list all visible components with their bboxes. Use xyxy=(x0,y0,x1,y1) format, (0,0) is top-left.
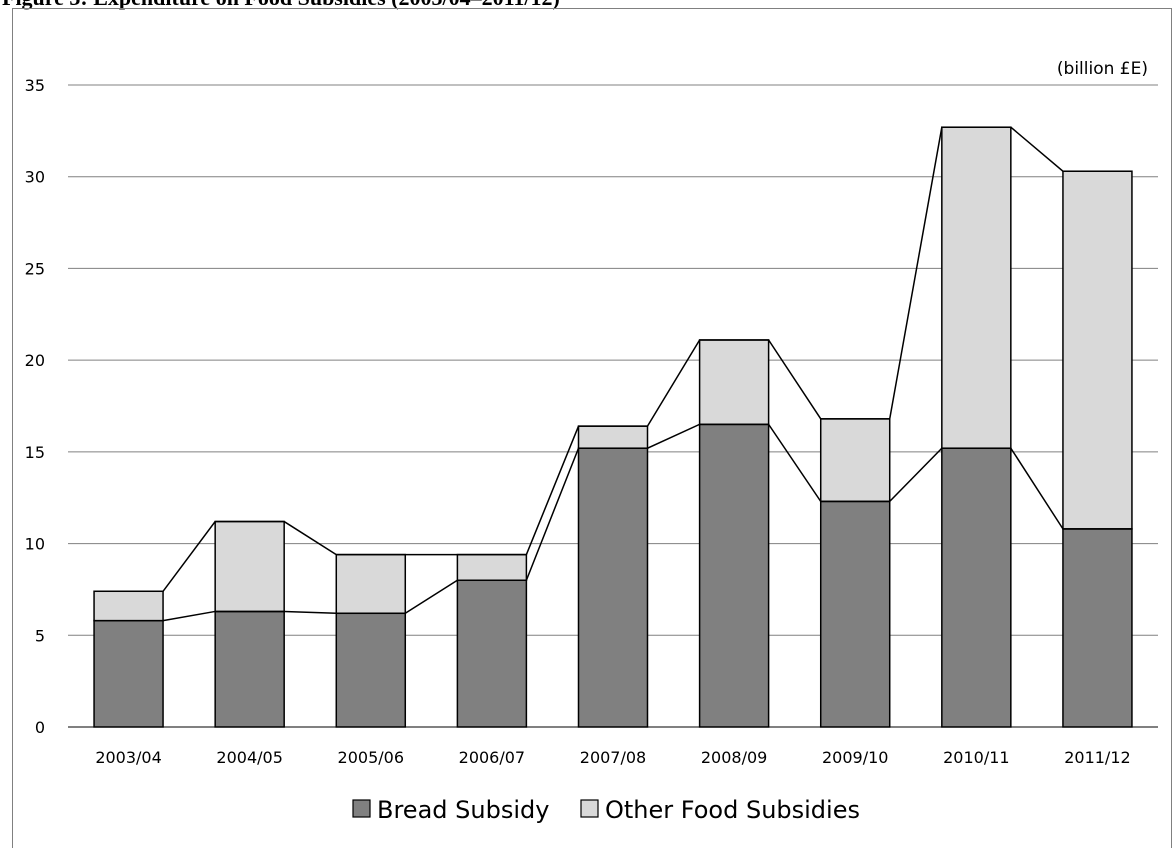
y-axis-tick-labels: 0 5 10 15 20 25 30 35 xyxy=(25,76,45,737)
x-tick-label: 2003/04 xyxy=(95,748,161,767)
y-tick-label: 0 xyxy=(35,718,45,737)
bar-segment xyxy=(698,423,770,728)
bar-segment xyxy=(1062,528,1133,728)
bar-segment xyxy=(93,590,164,622)
y-tick-label: 15 xyxy=(25,443,45,462)
x-tick-label: 2004/05 xyxy=(216,748,282,767)
y-tick-label: 30 xyxy=(25,168,45,187)
series-line xyxy=(162,126,1132,592)
chart-frame xyxy=(12,8,1172,848)
x-tick-label: 2007/08 xyxy=(580,748,646,767)
figure-title: Figure 3: Expenditure on Food Subsidies … xyxy=(2,0,560,9)
bar-segment xyxy=(941,126,1012,449)
y-tick-label: 25 xyxy=(25,259,45,278)
x-tick-label: 2006/07 xyxy=(459,748,525,767)
legend-swatch xyxy=(352,799,371,818)
bar-segment xyxy=(456,579,528,728)
bar-segment xyxy=(698,339,770,426)
legend-label: Other Food Subsidies xyxy=(605,796,860,824)
y-tick-label: 20 xyxy=(25,351,45,370)
series-lines xyxy=(162,126,1132,622)
bar-segment xyxy=(577,425,649,449)
legend-swatch xyxy=(580,799,599,818)
series-line xyxy=(162,423,1132,622)
bar-segment xyxy=(819,500,891,728)
x-tick-label: 2005/06 xyxy=(338,748,404,767)
x-axis-tick-labels: 2003/04 2004/05 2005/06 2006/07 2007/08 2008/… xyxy=(95,748,1130,767)
bar-segment xyxy=(819,418,891,503)
x-tick-label: 2009/10 xyxy=(822,748,888,767)
x-tick-label: 2011/12 xyxy=(1064,748,1130,767)
bar-segment xyxy=(456,553,528,582)
bar-segment xyxy=(577,447,649,728)
bar-segment xyxy=(214,610,285,728)
legend-label: Bread Subsidy xyxy=(377,796,549,824)
bar-segment xyxy=(214,520,285,613)
y-tick-label: 10 xyxy=(25,535,45,554)
bar-segment xyxy=(335,553,407,615)
bar-segment xyxy=(335,612,407,728)
bar-segment xyxy=(93,619,164,728)
bars xyxy=(93,126,1133,728)
unit-label: (billion £E) xyxy=(1057,59,1148,79)
y-tick-label: 35 xyxy=(25,76,45,95)
legend: Bread Subsidy Other Food Subsidies xyxy=(352,796,860,824)
x-tick-label: 2010/11 xyxy=(943,748,1009,767)
bar-segment xyxy=(941,447,1012,728)
bar-segment xyxy=(1062,170,1133,530)
y-tick-label: 5 xyxy=(35,626,45,645)
x-tick-label: 2008/09 xyxy=(701,748,767,767)
